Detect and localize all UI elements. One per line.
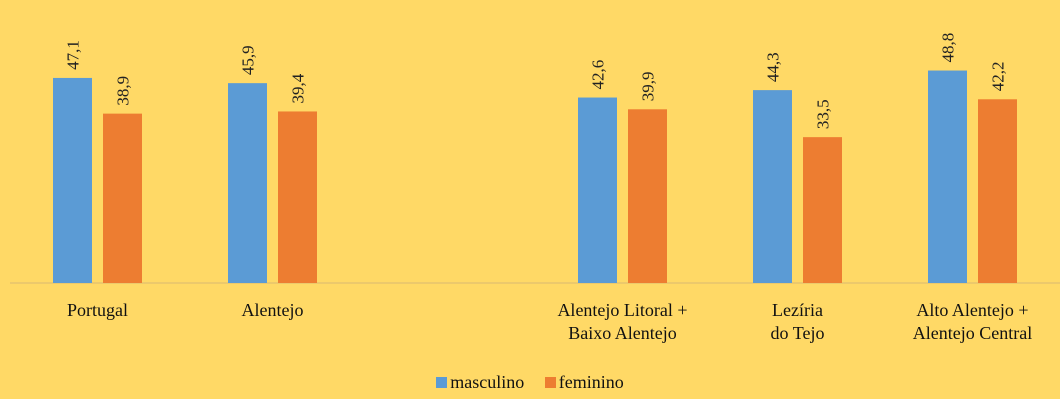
- bar-masculino-0: [53, 77, 92, 284]
- category-label-line: Alentejo Central: [913, 323, 1032, 343]
- bar-feminino-5: [978, 99, 1017, 283]
- bar-masculino-3: [578, 97, 617, 283]
- category-label-1: Alentejo: [242, 300, 304, 320]
- bar-feminino-0: [103, 113, 142, 284]
- legend-swatch-masculino: [436, 377, 448, 388]
- value-label-feminino-1: 39,4: [289, 73, 308, 103]
- legend: masculino feminino: [0, 372, 1060, 393]
- bar-masculino-5: [928, 70, 967, 283]
- legend-label-masculino: masculino: [450, 372, 525, 392]
- value-label-masculino-5: 48,8: [939, 33, 958, 63]
- category-label-line: do Tejo: [771, 323, 825, 343]
- bar-masculino-4: [753, 90, 792, 283]
- value-label-feminino-0: 38,9: [114, 76, 133, 106]
- category-label-line: Lezíria: [772, 300, 823, 320]
- value-label-masculino-3: 42,6: [589, 60, 608, 90]
- value-label-feminino-3: 39,9: [639, 72, 658, 102]
- category-label-0: Portugal: [67, 300, 128, 320]
- bar-chart: 47,1 38,9 45,9 39,4 42,6 39,9 44,3 33,5 48,8 42,2…: [10, 33, 1060, 343]
- bar-feminino-3: [628, 109, 667, 283]
- bar-feminino-4: [803, 137, 842, 283]
- category-label-3: Alentejo Litoral + Baixo Alentejo: [557, 300, 687, 343]
- legend-item-masculino: masculino: [436, 372, 524, 393]
- bar-masculino-1: [228, 83, 267, 283]
- value-label-feminino-4: 33,5: [814, 99, 833, 129]
- value-label-masculino-1: 45,9: [239, 45, 258, 75]
- bar-feminino-1: [278, 111, 317, 283]
- category-label-line: Alto Alentejo +: [916, 300, 1028, 320]
- value-label-feminino-5: 42,2: [989, 62, 1008, 92]
- legend-swatch-feminino: [544, 377, 556, 388]
- category-label-line: Baixo Alentejo: [568, 323, 676, 343]
- value-label-masculino-0: 47,1: [64, 40, 83, 70]
- legend-item-feminino: feminino: [544, 372, 624, 393]
- value-label-masculino-4: 44,3: [764, 52, 783, 82]
- category-label-line: Portugal: [67, 300, 128, 320]
- category-label-4: Lezíria do Tejo: [771, 300, 825, 343]
- category-label-5: Alto Alentejo + Alentejo Central: [913, 300, 1032, 343]
- legend-label-feminino: feminino: [558, 372, 624, 392]
- category-label-line: Alentejo: [242, 300, 304, 320]
- category-label-line: Alentejo Litoral +: [557, 300, 687, 320]
